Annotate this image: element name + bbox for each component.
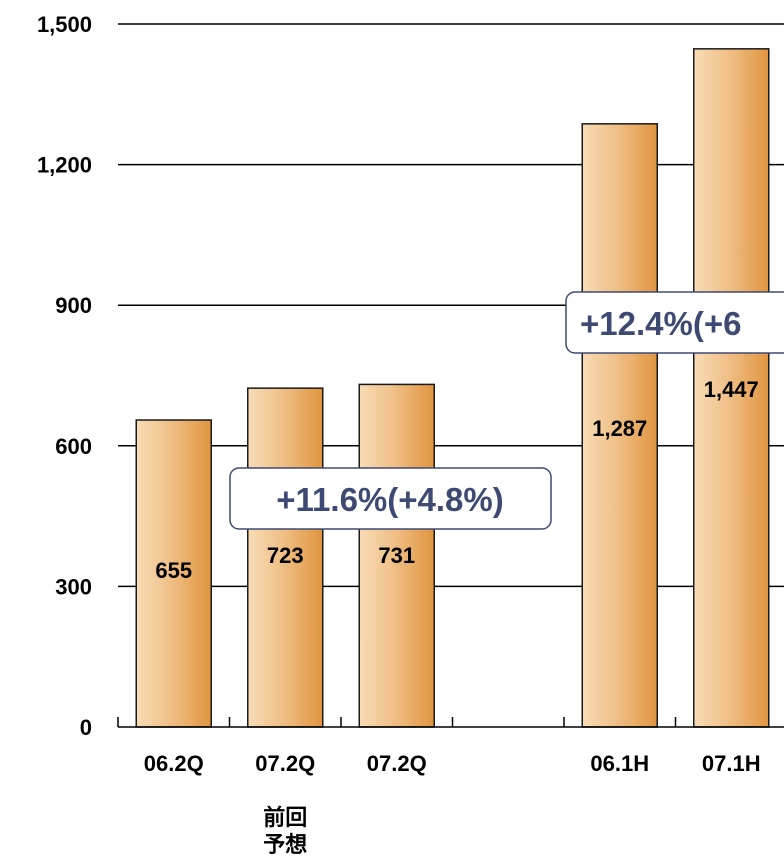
value-labels: 655 723 731 1,287 1,447 bbox=[155, 377, 758, 583]
bar bbox=[135, 419, 212, 728]
bars bbox=[135, 48, 770, 728]
category-label: 06.2Q bbox=[144, 751, 204, 776]
callout-half: +12.4%(+6 bbox=[565, 291, 784, 354]
y-tick-label: 900 bbox=[55, 293, 92, 318]
y-tick-label: 300 bbox=[55, 574, 92, 599]
y-tick-label: 0 bbox=[80, 715, 92, 740]
value-label: 723 bbox=[267, 543, 304, 568]
callout-quarter: +11.6%(+4.8%) bbox=[229, 467, 552, 530]
category-sublabel: 前回 bbox=[263, 805, 307, 830]
category-label: 06.1H bbox=[590, 751, 649, 776]
bar bbox=[693, 48, 770, 728]
category-label: 07.2Q bbox=[255, 751, 315, 776]
value-label: 1,447 bbox=[704, 377, 759, 402]
callout-quarter-box bbox=[229, 467, 552, 530]
callout-quarter-text: +11.6%(+4.8%) bbox=[276, 481, 504, 518]
value-label: 1,287 bbox=[592, 416, 647, 441]
value-label: 655 bbox=[155, 558, 192, 583]
bar bbox=[581, 123, 658, 728]
category-sublabel: 予想 bbox=[263, 832, 307, 857]
y-axis-ticks: 0 300 600 900 1,200 1,500 bbox=[37, 12, 92, 740]
y-tick-label: 600 bbox=[55, 434, 92, 459]
gridlines bbox=[118, 23, 784, 588]
value-label: 731 bbox=[378, 543, 415, 568]
callout-half-box bbox=[565, 291, 784, 354]
callout-half-text: +12.4%(+6 bbox=[580, 305, 741, 342]
bar bbox=[358, 383, 435, 728]
y-tick-label: 1,200 bbox=[37, 153, 92, 178]
category-label: 07.2Q bbox=[367, 751, 427, 776]
y-tick-label: 1,500 bbox=[37, 12, 92, 37]
category-label: 07.1H bbox=[702, 751, 761, 776]
x-axis bbox=[117, 717, 784, 728]
